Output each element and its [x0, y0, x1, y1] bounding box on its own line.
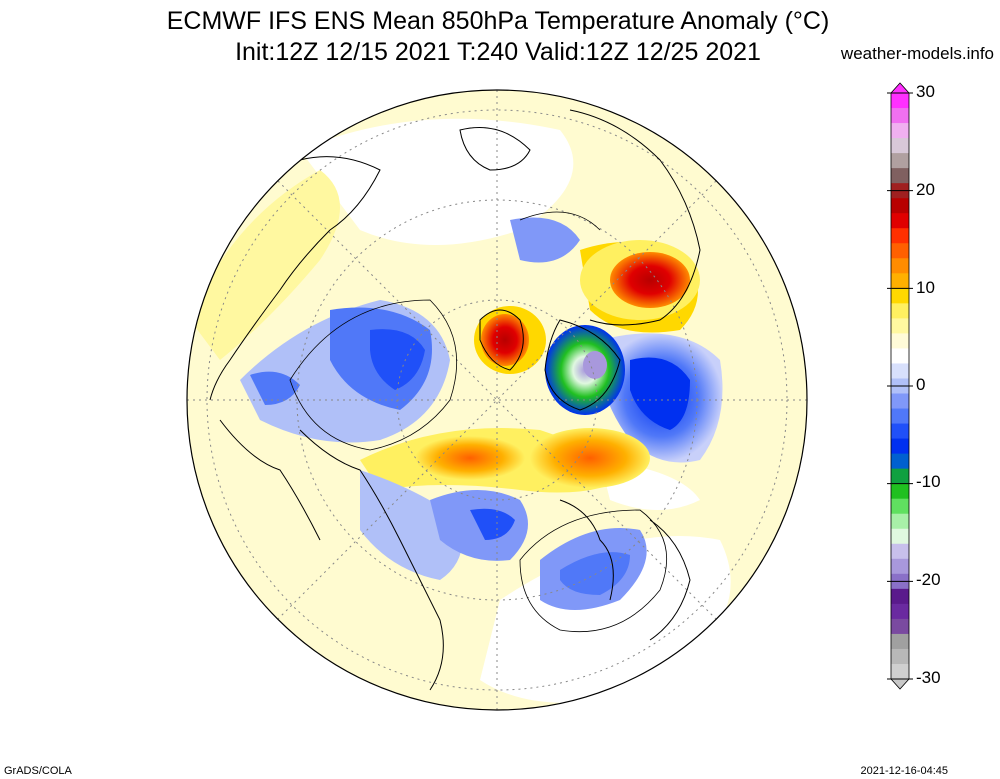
colorbar-box — [891, 363, 909, 379]
chart-title: ECMWF IFS ENS Mean 850hPa Temperature An… — [166, 7, 830, 35]
colorbar-box — [891, 663, 909, 680]
colorbar-boxes — [887, 82, 913, 690]
colorbar-box — [891, 468, 909, 485]
footer-timestamp: 2021-12-16-04:45 — [860, 765, 948, 777]
colorbar-label: 30 — [916, 82, 935, 101]
colorbar-label: 10 — [916, 278, 935, 297]
zero-contours — [289, 211, 667, 633]
colorbar-box — [891, 528, 909, 545]
footer-software: GrADS/COLA — [4, 765, 72, 777]
colorbar-box — [891, 198, 909, 214]
colorbar-box — [891, 423, 909, 440]
colorbar-label: -20 — [916, 570, 941, 589]
colorbar-box — [891, 153, 909, 169]
colorbar-box — [891, 288, 909, 304]
colorbar-box — [891, 453, 909, 470]
colorbar-box — [891, 333, 909, 349]
colorbar-box — [891, 93, 909, 109]
colorbar-box — [891, 273, 909, 289]
colorbar-box — [891, 348, 909, 364]
map-boundary — [186, 89, 808, 711]
colorbar-box — [891, 618, 909, 635]
colorbar-box — [891, 588, 909, 605]
colorbar-box — [891, 648, 909, 665]
colorbar-box — [891, 228, 909, 244]
colorbar-box — [891, 558, 909, 575]
colorbar-box — [891, 318, 909, 334]
colorbar-box — [891, 138, 909, 154]
colorbar-box — [891, 408, 909, 425]
chart-subtitle: Init:12Z 12/15 2021 T:240 Valid:12Z 12/2… — [235, 38, 761, 66]
colorbar-box — [891, 243, 909, 259]
colorbar-label: -30 — [916, 668, 941, 687]
colorbar-max-arrow — [890, 82, 910, 94]
colorbar-box — [891, 438, 909, 455]
colorbar-box — [891, 303, 909, 319]
colorbar-box — [891, 258, 909, 274]
colorbar-box — [891, 213, 909, 229]
colorbar-box — [891, 123, 909, 139]
colorbar-box — [891, 603, 909, 620]
credit-label: weather-models.info — [840, 44, 994, 63]
colorbar-box — [891, 633, 909, 650]
coastlines — [209, 109, 701, 691]
colorbar-box — [891, 498, 909, 515]
colorbar-label: 20 — [916, 180, 935, 199]
colorbar-label: 0 — [916, 375, 926, 394]
colorbar-box — [891, 393, 909, 410]
colorbar-box — [891, 543, 909, 560]
colorbar-min-arrow — [890, 678, 910, 690]
colorbar-box — [891, 168, 909, 184]
graticule — [187, 90, 807, 710]
colorbar-label: -10 — [916, 472, 941, 491]
colorbar-box — [891, 108, 909, 124]
colorbar-box — [891, 513, 909, 530]
colorbar-box — [891, 483, 909, 500]
